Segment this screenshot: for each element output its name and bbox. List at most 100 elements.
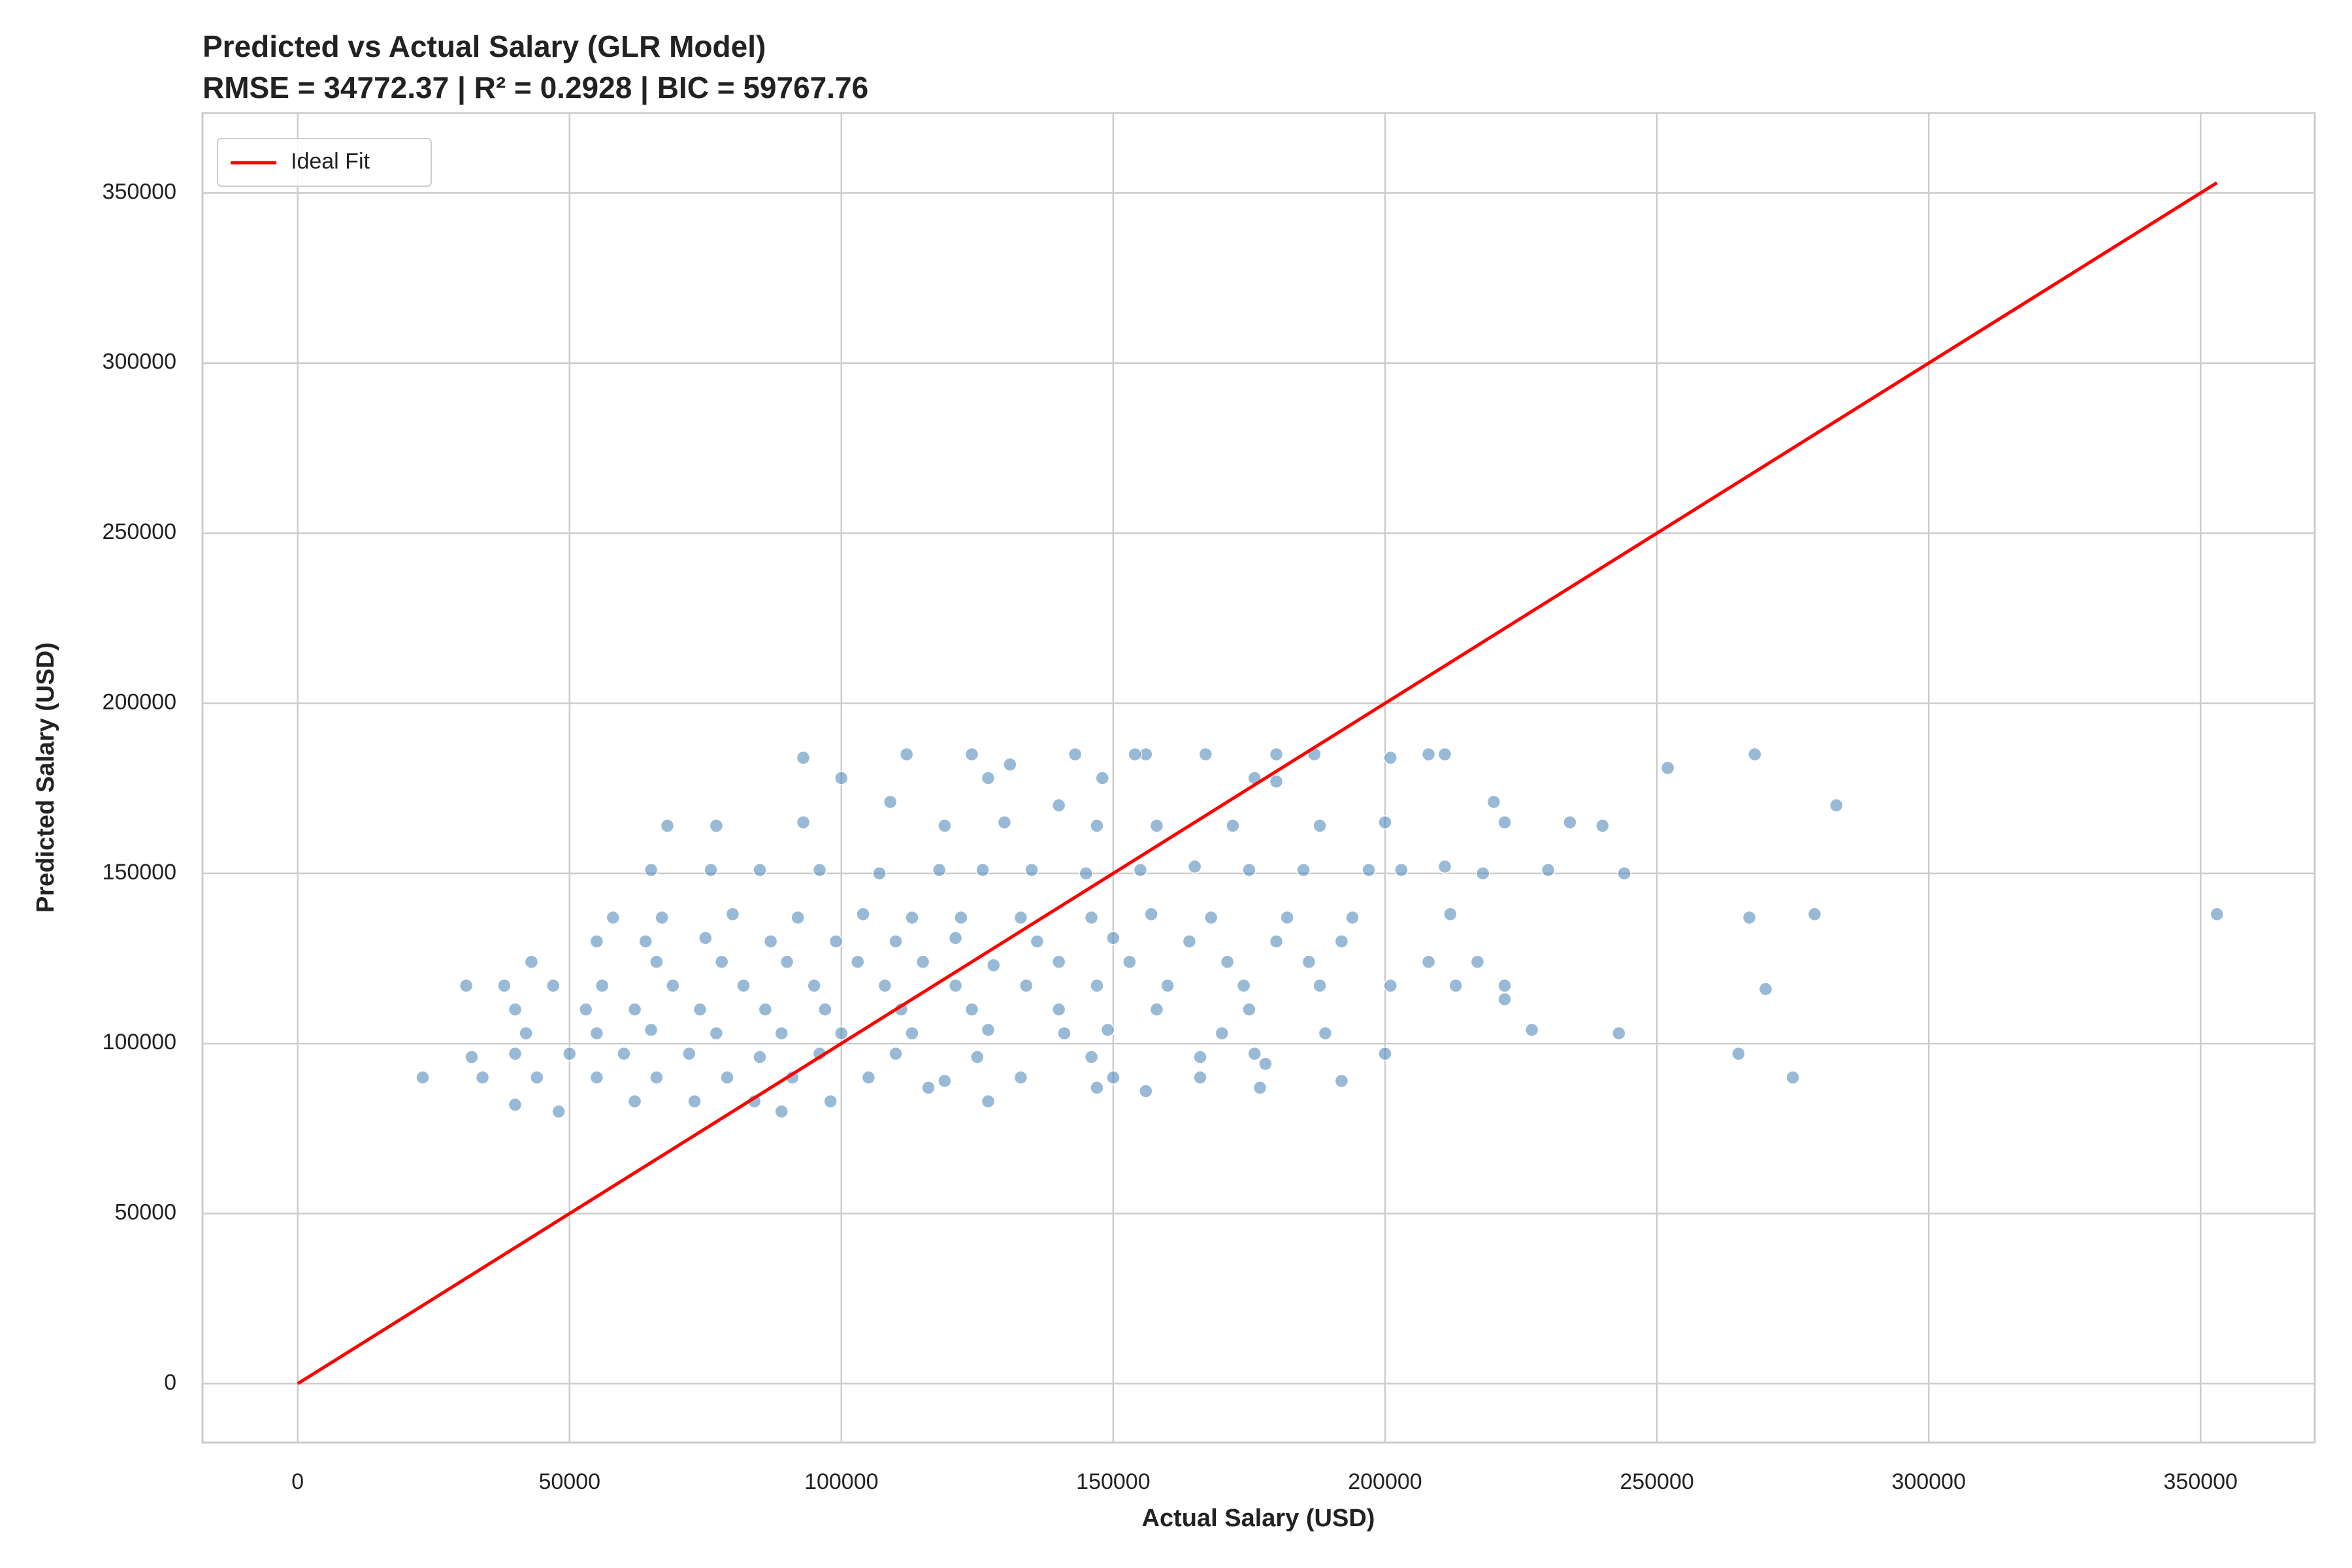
- data-point: [1313, 819, 1327, 833]
- data-point: [1160, 978, 1175, 993]
- data-point: [753, 1050, 767, 1064]
- data-point: [693, 1002, 708, 1017]
- data-point: [459, 978, 474, 993]
- data-point: [948, 978, 963, 993]
- data-point: [578, 1002, 593, 1017]
- data-point: [975, 862, 990, 877]
- data-point: [1090, 1081, 1104, 1095]
- legend-label: Ideal Fit: [291, 149, 370, 174]
- data-point: [828, 934, 843, 949]
- data-point: [758, 1002, 773, 1017]
- data-point: [981, 1094, 996, 1109]
- data-point: [796, 815, 811, 830]
- data-point: [834, 1026, 849, 1041]
- y-tick-label: 50000: [114, 1200, 176, 1225]
- data-point: [1079, 866, 1094, 881]
- data-point: [551, 1104, 566, 1119]
- data-point: [889, 934, 903, 949]
- data-point: [1144, 907, 1158, 922]
- data-point: [1334, 1073, 1349, 1088]
- data-point: [1476, 866, 1490, 881]
- data-point: [1612, 1026, 1626, 1041]
- data-point: [1198, 747, 1213, 762]
- data-point: [1013, 910, 1028, 925]
- data-point: [1084, 910, 1099, 925]
- data-point: [1301, 955, 1316, 969]
- data-point: [1437, 747, 1452, 762]
- data-point: [948, 931, 963, 945]
- data-point: [666, 978, 680, 993]
- data-point: [1220, 955, 1235, 969]
- data-point: [1149, 819, 1164, 833]
- data-point: [970, 1050, 985, 1064]
- data-point: [856, 907, 870, 922]
- data-point: [1378, 815, 1392, 830]
- data-point: [1524, 1022, 1539, 1037]
- data-point: [1252, 1081, 1267, 1095]
- data-point: [562, 1047, 577, 1061]
- x-tick-label: 250000: [1620, 1469, 1693, 1494]
- data-point: [1051, 955, 1066, 969]
- data-point: [938, 819, 952, 833]
- data-point: [1215, 1026, 1230, 1041]
- data-point: [964, 747, 979, 762]
- data-point: [1057, 1026, 1071, 1041]
- data-point: [818, 1002, 832, 1017]
- data-point: [1100, 1022, 1115, 1037]
- data-point: [416, 1070, 430, 1085]
- data-point: [1437, 859, 1452, 874]
- data-point: [1807, 907, 1822, 922]
- data-point: [997, 815, 1012, 830]
- data-point: [595, 978, 610, 993]
- data-point: [1051, 798, 1066, 813]
- data-point: [1024, 862, 1039, 877]
- data-point: [1106, 931, 1120, 945]
- data-point: [981, 1022, 996, 1037]
- data-point: [1003, 757, 1017, 772]
- data-point: [1742, 910, 1757, 925]
- legend-box: [217, 138, 432, 187]
- data-point: [1133, 862, 1148, 877]
- data-point: [1448, 978, 1463, 993]
- data-point: [774, 1026, 789, 1041]
- y-tick-label: 250000: [103, 519, 176, 544]
- data-point: [530, 1070, 544, 1085]
- data-point: [1084, 1050, 1099, 1064]
- data-point: [589, 1026, 604, 1041]
- data-point: [709, 819, 724, 833]
- data-point: [698, 931, 713, 945]
- data-point: [1394, 862, 1409, 877]
- data-point: [1421, 955, 1436, 969]
- data-point: [1013, 1070, 1028, 1085]
- data-point: [508, 1047, 523, 1061]
- data-point: [1280, 910, 1294, 925]
- data-point: [508, 1002, 523, 1017]
- data-point: [524, 955, 539, 969]
- x-tick-label: 50000: [538, 1469, 600, 1494]
- data-point: [1660, 760, 1675, 776]
- data-point: [861, 1070, 876, 1085]
- data-point: [774, 1104, 789, 1119]
- data-point: [1829, 798, 1844, 813]
- data-point: [649, 955, 664, 969]
- data-point: [753, 862, 767, 877]
- data-point: [1247, 1047, 1262, 1061]
- data-point: [1149, 1002, 1164, 1017]
- data-point: [872, 866, 887, 881]
- data-point: [851, 955, 865, 969]
- data-point: [1758, 982, 1773, 996]
- ideal-fit-line: [297, 181, 2218, 1386]
- data-point: [964, 1002, 979, 1017]
- data-point: [655, 910, 669, 925]
- data-point: [1258, 1056, 1273, 1071]
- data-point: [1383, 978, 1398, 993]
- x-tick-label: 100000: [804, 1469, 878, 1494]
- y-tick-label: 350000: [103, 179, 176, 204]
- data-point: [1122, 955, 1137, 969]
- data-point: [1269, 774, 1284, 789]
- chart-subtitle: RMSE = 34772.37 | R² = 0.2928 | BIC = 59…: [203, 71, 868, 105]
- y-tick-label: 150000: [103, 860, 176, 885]
- data-point: [1139, 1084, 1153, 1098]
- data-point: [687, 1094, 702, 1109]
